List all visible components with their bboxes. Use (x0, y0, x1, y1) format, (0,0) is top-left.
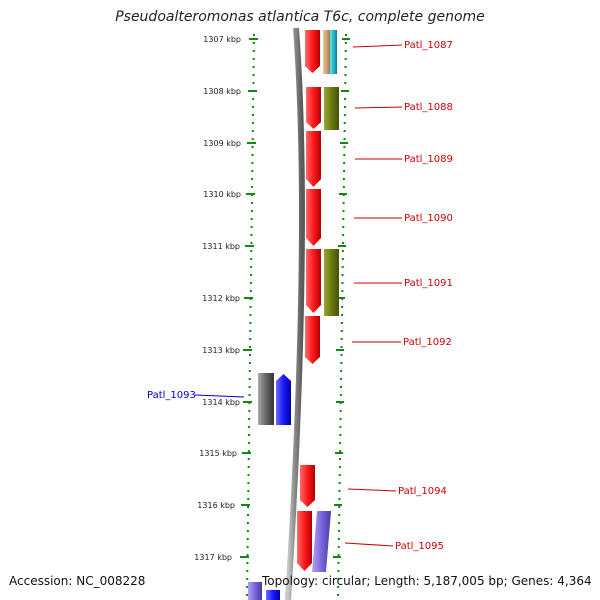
tick-label: 1317 kbp (194, 553, 232, 562)
gene-patl-1090[interactable] (306, 189, 321, 246)
feature-block[interactable] (312, 511, 331, 572)
leader-line (194, 394, 245, 398)
genome-title: Pseudoalteromonas atlantica T6c, complet… (115, 9, 485, 25)
gene-patl-1091[interactable] (306, 249, 321, 313)
tick-label: 1310 kbp (203, 190, 241, 199)
gene-patl-1087[interactable] (305, 30, 320, 73)
tick-label: 1312 kbp (202, 294, 240, 303)
tick-label: 1309 kbp (203, 139, 241, 148)
tick-label: 1307 kbp (203, 35, 241, 44)
feature-block[interactable] (248, 582, 262, 600)
gene-patl-1089[interactable] (306, 131, 321, 187)
gene-patl-1092[interactable] (305, 316, 320, 364)
gene-patl-1094[interactable] (300, 465, 315, 507)
ruler-ticks-right (333, 38, 350, 558)
gene-patl-1088[interactable] (306, 87, 321, 129)
feature-blocks (248, 30, 339, 600)
feature-block[interactable] (330, 30, 337, 74)
leader-line (347, 488, 397, 492)
gene-label[interactable]: Patl_1088 (404, 102, 453, 113)
tick-label: 1316 kbp (197, 501, 235, 510)
gene-label[interactable]: Patl_1095 (395, 541, 444, 552)
ruler-ticks-left (240, 38, 258, 558)
feature-block[interactable] (324, 249, 339, 316)
tick-label: 1315 kbp (199, 449, 237, 458)
leader-line (344, 542, 394, 547)
ruler-labels: 1307 kbp 1308 kbp 1309 kbp 1310 kbp 1311… (194, 35, 241, 562)
tick-label: 1308 kbp (203, 87, 241, 96)
gene-label[interactable]: Patl_1087 (404, 40, 453, 51)
feature-block[interactable] (258, 373, 274, 425)
gene-label[interactable]: Patl_1089 (404, 154, 453, 165)
genome-backbone (285, 27, 305, 600)
accession-text: Accession: NC_008228 (9, 574, 146, 588)
feature-block[interactable] (323, 30, 331, 74)
gene-labels: Patl_1087 Patl_1088 Patl_1089 Patl_1090 … (147, 40, 453, 552)
reverse-gene-fragment[interactable] (266, 590, 280, 600)
gene-label[interactable]: Patl_1094 (398, 486, 447, 497)
gene-patl-1095[interactable] (297, 511, 312, 571)
tick-label: 1313 kbp (202, 346, 240, 355)
leader-line (354, 106, 403, 109)
tick-label: 1311 kbp (202, 242, 240, 251)
feature-block[interactable] (324, 87, 339, 130)
gene-label[interactable]: Patl_1093 (147, 390, 196, 401)
forward-genes (297, 30, 321, 571)
genome-summary: Topology: circular; Length: 5,187,005 bp… (262, 574, 592, 588)
gene-label[interactable]: Patl_1092 (403, 337, 452, 348)
leader-line (352, 44, 403, 48)
gene-patl-1093[interactable] (276, 374, 291, 425)
reverse-genes (266, 374, 291, 600)
gene-label[interactable]: Patl_1090 (404, 213, 453, 224)
tick-label: 1314 kbp (202, 398, 240, 407)
label-leaders (194, 44, 403, 547)
gene-label[interactable]: Patl_1091 (404, 278, 453, 289)
